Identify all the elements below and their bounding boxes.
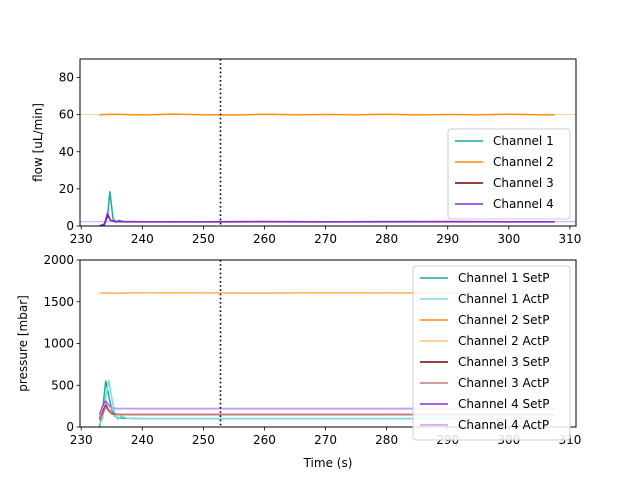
series-line-channel-1-actp [98,379,555,425]
y-tick-label: 80 [59,71,74,85]
legend-label: Channel 3 SetP [458,355,549,369]
x-tick-label: 270 [314,232,337,246]
legend-label: Channel 2 SetP [458,313,549,327]
legend-label: Channel 1 [493,134,554,148]
x-tick-label: 230 [70,433,93,447]
legend-box [412,265,571,441]
x-axis-label: Time (s) [303,456,353,470]
y-tick-label: 1000 [43,337,74,351]
x-tick-label: 250 [192,433,215,447]
y-tick-label: 1500 [43,295,74,309]
x-tick-label: 280 [375,232,398,246]
legend-box [447,128,571,220]
x-tick-label: 270 [314,433,337,447]
plot-frame [79,58,577,227]
legend-label: Channel 4 [493,197,554,211]
x-tick-label: 260 [253,433,276,447]
legend-label: Channel 1 SetP [458,271,549,285]
x-tick-label: 310 [558,232,581,246]
x-tick-label: 300 [497,232,520,246]
legend-label: Channel 4 ActP [458,418,549,432]
legend-label: Channel 3 ActP [458,376,549,390]
y-tick-label: 0 [66,420,74,434]
y-axis-label: pressure [mbar] [16,295,30,392]
x-tick-label: 280 [375,433,398,447]
x-tick-label: 230 [70,232,93,246]
y-axis-label: flow [uL/min] [31,103,45,182]
series-line-channel-2 [99,113,555,116]
y-tick-label: 40 [59,145,74,159]
x-tick-label: 260 [253,232,276,246]
y-tick-label: 0 [66,219,74,233]
legend-label: Channel 2 ActP [458,334,549,348]
legend-label: Channel 1 ActP [458,292,549,306]
x-tick-label: 290 [436,232,459,246]
series-line-channel-4 [99,212,555,226]
y-tick-label: 2000 [43,253,74,267]
x-tick-label: 240 [131,433,154,447]
x-tick-label: 240 [131,232,154,246]
x-tick-label: 250 [192,232,215,246]
legend-label: Channel 2 [493,155,554,169]
legend-label: Channel 4 SetP [458,397,549,411]
y-tick-label: 60 [59,108,74,122]
y-tick-label: 20 [59,182,74,196]
legend-label: Channel 3 [493,176,554,190]
pressure-panel: 2302402502602702802903003100500100015002… [16,253,581,470]
flow-panel: 230 240 250 260 270 280 290 300 310 0 20 40 60 80 flow… [31,58,581,246]
y-tick-label: 500 [51,378,74,392]
